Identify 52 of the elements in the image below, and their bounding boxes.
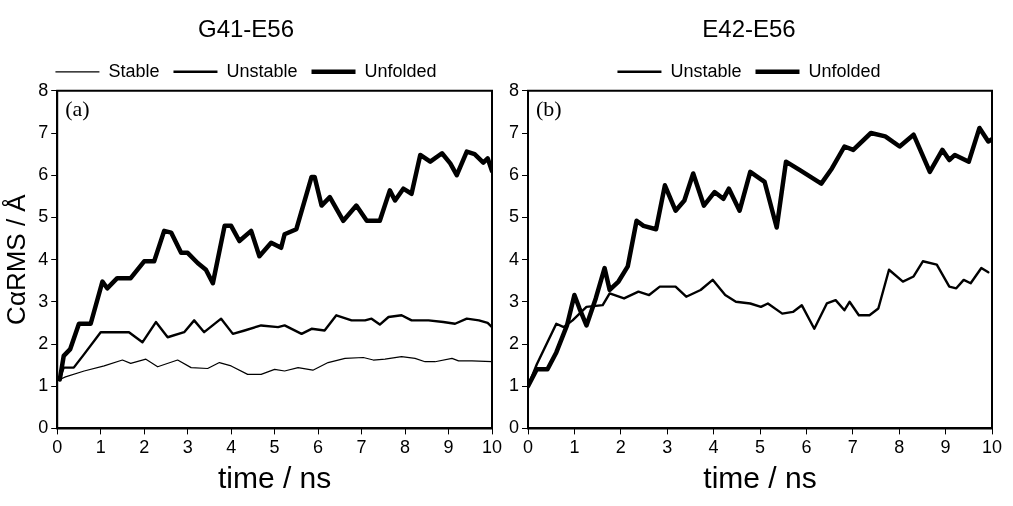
y-tick-label: 1 [509,375,520,396]
y-tick-label: 2 [509,332,520,353]
x-tick-label: 8 [400,437,411,458]
y-tick-label: 2 [38,332,49,353]
annotation: (a) [65,95,90,121]
x-tick-label: 3 [182,437,193,458]
x-tick-label: 6 [313,437,324,458]
x-tick-label: 10 [981,437,1003,458]
legend-label: Unstable [226,60,298,81]
x-tick-label: 2 [139,437,150,458]
y-tick-label: 8 [38,79,49,100]
x-tick-label: 0 [52,437,63,458]
y-tick-label: 7 [38,121,49,142]
x-tick-label: 3 [662,437,673,458]
x-axis-title: time / ns [703,461,817,495]
y-tick-label: 5 [38,206,49,227]
y-tick-label: 4 [38,248,49,269]
chart-title: E42-E56 [702,15,796,43]
x-tick-label: 9 [443,437,454,458]
x-tick-label: 7 [356,437,367,458]
x-tick-label: 7 [847,437,858,458]
x-tick-label: 1 [95,437,106,458]
x-tick-label: 5 [269,437,280,458]
y-tick-label: 3 [38,290,49,311]
x-tick-label: 9 [940,437,951,458]
annotation: (b) [536,95,562,121]
chart-title: G41-E56 [197,15,295,43]
x-tick-label: 8 [894,437,905,458]
y-tick-label: 3 [509,290,520,311]
x-tick-label: 10 [481,437,503,458]
y-tick-label: 7 [509,121,520,142]
y-tick-label: 5 [509,206,520,227]
x-tick-label: 4 [226,437,237,458]
x-tick-label: 4 [708,437,719,458]
legend-label: Unstable [670,60,742,81]
y-tick-label: 6 [509,164,520,185]
y-tick-label: 0 [38,417,49,438]
y-tick-label: 4 [509,248,520,269]
y-axis-title: CαRMS / Å [0,193,31,325]
legend-label: Unfolded [364,60,437,81]
x-tick-label: 0 [523,437,534,458]
y-tick-label: 1 [38,375,49,396]
y-tick-label: 8 [509,79,520,100]
x-tick-label: 5 [755,437,766,458]
x-axis-title: time / ns [217,461,332,495]
x-tick-label: 2 [615,437,626,458]
legend-label: Stable [108,60,160,81]
x-tick-label: 6 [801,437,812,458]
x-tick-label: 1 [569,437,580,458]
legend-label: Unfolded [808,60,881,81]
y-tick-label: 0 [509,417,520,438]
y-tick-label: 6 [38,164,49,185]
